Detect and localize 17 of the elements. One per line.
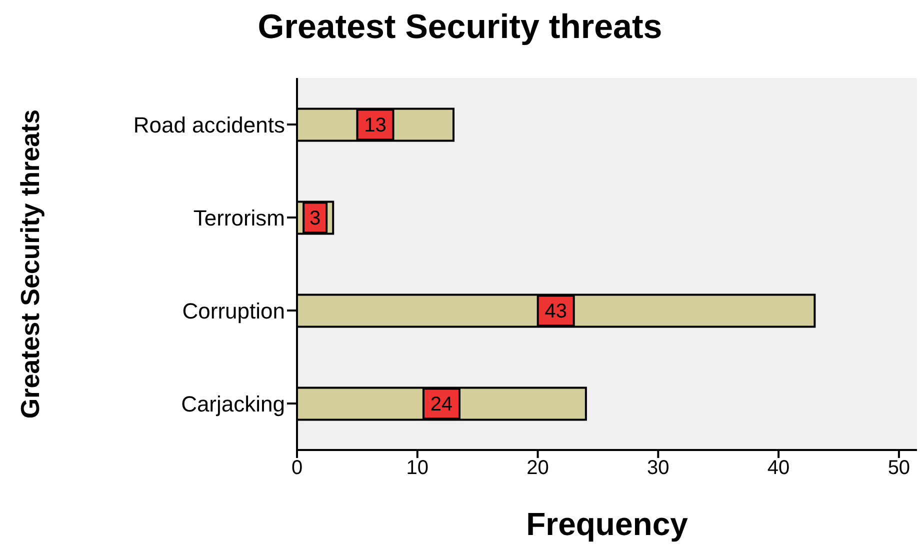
data-label: 3 — [309, 208, 321, 230]
y-tick-label: Carjacking — [181, 391, 285, 416]
x-tick-label: 0 — [291, 457, 303, 480]
data-label: 13 — [364, 114, 386, 137]
data-label: 43 — [544, 300, 567, 323]
x-tick-label: 20 — [526, 457, 549, 480]
x-axis-title: Frequency — [526, 506, 688, 542]
x-tick-label: 50 — [888, 457, 910, 480]
chart-title: Greatest Security threats — [256, 8, 664, 47]
y-tick-label: Corruption — [182, 298, 285, 324]
y-axis-title: Greatest Security threats — [15, 109, 46, 419]
y-tick-label: Road accidents — [133, 112, 285, 138]
x-tick-label: 40 — [767, 457, 790, 480]
data-label: 24 — [430, 394, 453, 416]
x-tick-label: 30 — [647, 457, 670, 480]
y-tick-label: Terrorism — [193, 205, 285, 230]
x-tick-label: 10 — [406, 457, 429, 480]
